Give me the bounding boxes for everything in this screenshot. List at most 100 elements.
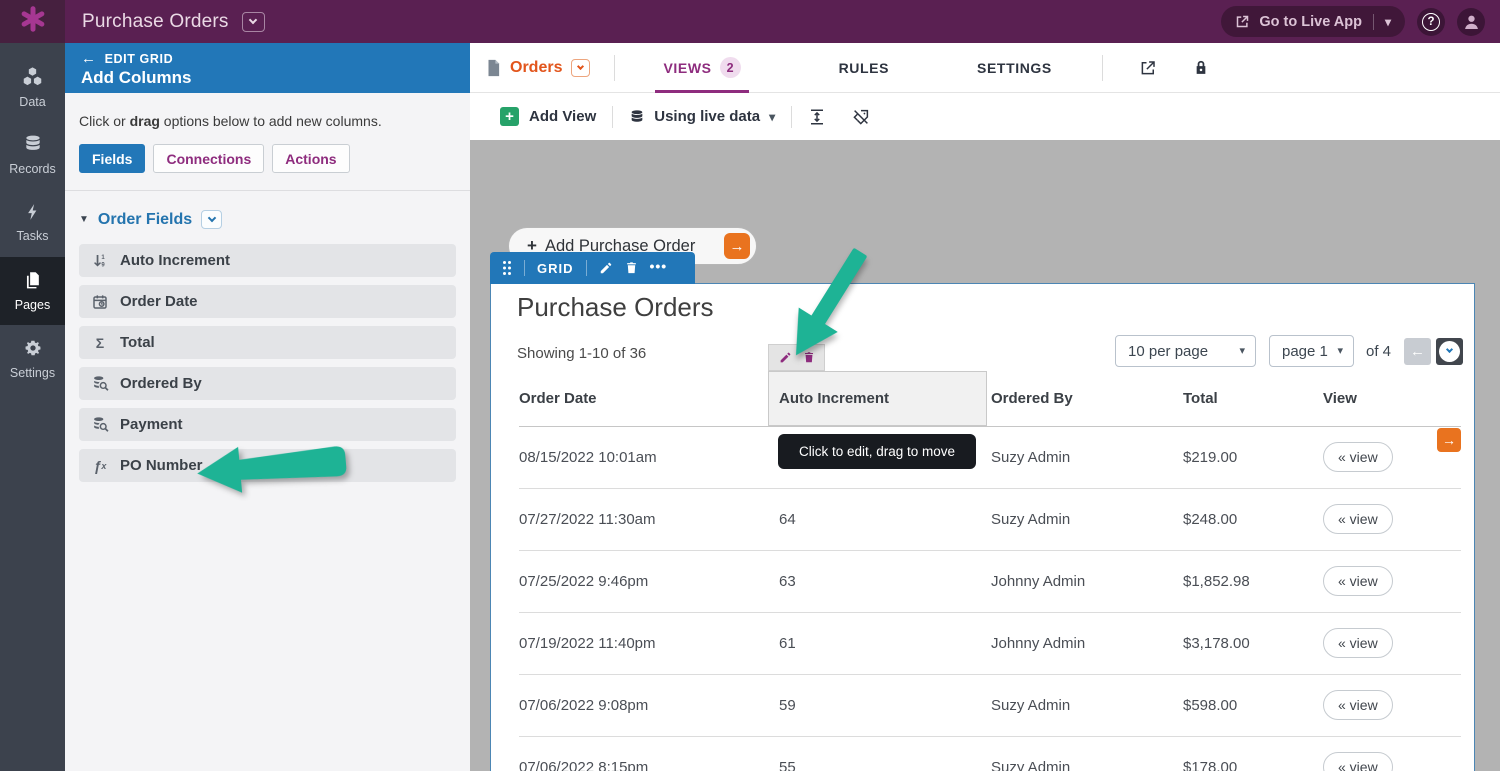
database-icon (23, 134, 43, 157)
view-record-button[interactable]: « view (1323, 566, 1393, 596)
sidebar-item-pages[interactable]: Pages (0, 257, 65, 325)
column-header-view[interactable]: View (1323, 372, 1461, 427)
table-row: 07/25/2022 9:46pm 63 Johnny Admin $1,852.98… (519, 550, 1461, 613)
edit-column-pencil-icon[interactable] (779, 351, 792, 364)
sidebar-item-settings[interactable]: Settings (0, 325, 65, 393)
drag-handle-icon[interactable] (502, 260, 512, 276)
delete-column-trash-icon[interactable] (803, 351, 815, 364)
divider (585, 260, 587, 276)
arrow-left-icon: ← (1410, 342, 1426, 360)
column-header-total[interactable]: Total (1183, 372, 1323, 427)
more-options-icon[interactable]: ••• (649, 258, 668, 274)
question-mark-icon: ? (1422, 12, 1440, 31)
knack-logo[interactable] (0, 0, 65, 43)
tab-rules[interactable]: RULES (839, 43, 889, 93)
per-page-select[interactable]: 10 per page ▾ (1115, 335, 1256, 367)
view-record-button[interactable]: « view (1323, 628, 1393, 658)
delete-view-trash-icon[interactable] (625, 261, 638, 275)
field-item-order-date[interactable]: Order Date (79, 285, 456, 318)
inline-editing-off-icon[interactable] (852, 108, 870, 126)
sum-icon: Σ (95, 334, 105, 351)
connections-button[interactable]: Connections (153, 144, 265, 173)
field-item-ordered-by[interactable]: Ordered By (79, 367, 456, 400)
divider (614, 54, 616, 81)
live-page-preview: Purchase Orders Showing 1-10 of 36 10 pe… (490, 283, 1475, 771)
table-header-row: Order Date Auto Increment Ordered By Tot… (519, 372, 1461, 427)
cell-auto-increment: 63 (779, 550, 991, 613)
cell-ordered-by: Suzy Admin (991, 736, 1183, 771)
cell-view: « view (1323, 612, 1461, 675)
tab-views[interactable]: VIEWS 2 (655, 43, 749, 93)
arrow-right-icon[interactable]: → (724, 233, 750, 259)
back-to-edit-grid[interactable]: ← EDIT GRID (81, 50, 454, 67)
next-page-button[interactable] (1436, 337, 1464, 365)
app-title-dropdown[interactable] (241, 11, 265, 32)
fields-button[interactable]: Fields (79, 144, 146, 173)
field-label: Payment (120, 416, 183, 433)
field-label: Ordered By (120, 375, 202, 392)
object-tab-orders[interactable]: Orders (486, 58, 591, 77)
sidebar-item-label: Records (9, 162, 56, 176)
go-to-live-app-button[interactable]: Go to Live App ▾ (1221, 6, 1405, 37)
cell-view: « view (1323, 426, 1461, 489)
chevron-down-icon (207, 213, 216, 223)
svg-text:9: 9 (101, 262, 105, 268)
pagination-controls: 10 per page ▾ page 1 ▾ of 4 ← (1115, 335, 1464, 367)
tab-settings[interactable]: SETTINGS (977, 43, 1052, 93)
object-tab-dropdown[interactable] (571, 58, 591, 77)
chevron-down-circle-icon (1439, 340, 1461, 362)
field-item-total[interactable]: Σ Total (79, 326, 456, 359)
page-select[interactable]: page 1 ▾ (1269, 335, 1354, 367)
live-data-dropdown[interactable]: Using live data ▾ (629, 108, 775, 125)
sidebar-item-records[interactable]: Records (0, 121, 65, 189)
database-icon (629, 109, 645, 125)
cell-order-date: 07/19/2022 11:40pm (519, 612, 779, 675)
table-row: 07/06/2022 8:15pm 55 Suzy Admin $178.00 « vi… (519, 736, 1461, 771)
cell-ordered-by: Suzy Admin (991, 674, 1183, 737)
view-record-button[interactable]: « view (1323, 504, 1393, 534)
column-header-ordered-by[interactable]: Ordered By (991, 372, 1183, 427)
column-header-auto-increment[interactable]: Auto Increment (779, 372, 991, 427)
cell-view: « view (1323, 550, 1461, 613)
tooltip: Click to edit, drag to move (778, 434, 976, 469)
cell-ordered-by: Suzy Admin (991, 426, 1183, 489)
column-header-order-date[interactable]: Order Date (519, 372, 779, 427)
edit-view-pencil-icon[interactable] (599, 261, 613, 275)
go-to-live-app-label: Go to Live App (1259, 13, 1362, 30)
help-button[interactable]: ? (1417, 7, 1445, 36)
column-edit-toolbar (768, 344, 825, 371)
lightning-icon (24, 203, 42, 224)
previous-page-button[interactable]: ← (1404, 337, 1432, 365)
preview-page-title: Purchase Orders (517, 292, 714, 322)
grid-table-body: 08/15/2022 10:01am Suzy Admin $219.00 « vie… (519, 426, 1461, 771)
caret-down-icon[interactable]: ▾ (1384, 14, 1391, 29)
section-dropdown[interactable] (201, 210, 223, 229)
field-item-payment[interactable]: Payment (79, 408, 456, 441)
chevron-down-icon (248, 15, 258, 25)
gear-icon (23, 338, 43, 361)
file-icon (486, 59, 501, 77)
view-record-button[interactable]: « view (1323, 442, 1393, 472)
view-record-button[interactable]: « view (1323, 752, 1393, 771)
sidebar-item-data[interactable]: Data (0, 53, 65, 121)
add-view-button[interactable]: + Add View (500, 107, 596, 126)
calendar-icon (91, 294, 109, 310)
top-bar: Purchase Orders Go to Live App ▾ ? (0, 0, 1500, 43)
row-height-icon[interactable] (808, 108, 826, 126)
actions-button[interactable]: Actions (272, 144, 350, 173)
svg-text:1: 1 (101, 255, 105, 261)
sidebar-item-label: Pages (14, 297, 51, 312)
sidebar-item-tasks[interactable]: Tasks (0, 189, 65, 257)
lock-icon[interactable] (1193, 59, 1209, 76)
collapse-triangle-icon[interactable]: ▼ (79, 214, 89, 225)
open-page-external-icon[interactable] (1139, 59, 1157, 77)
row-detail-arrow-button[interactable]: → (1437, 428, 1461, 452)
account-button[interactable] (1457, 7, 1485, 36)
views-toolbar: + Add View Using live data ▾ (470, 93, 1500, 140)
view-record-button[interactable]: « view (1323, 690, 1393, 720)
column-type-buttons: Fields Connections Actions (79, 144, 456, 173)
cell-ordered-by: Johnny Admin (991, 550, 1183, 613)
caret-down-icon: ▾ (1337, 344, 1343, 357)
